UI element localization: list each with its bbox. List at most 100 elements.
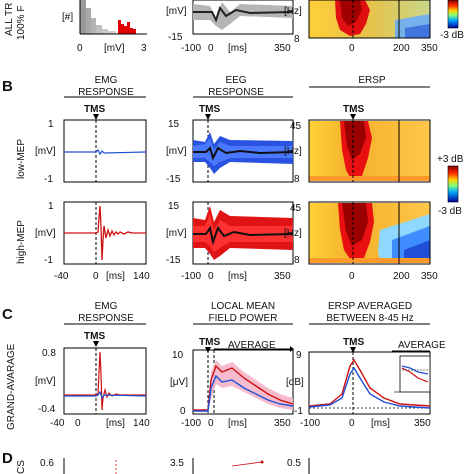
histogram: [#] 0 [mV] 3: [62, 0, 147, 54]
c-tms-ersp: TMS: [343, 337, 364, 348]
b-high-eeg-tick-bottom: -15: [166, 255, 181, 266]
top-eeg-ymin: -15: [168, 32, 183, 43]
c-ersp-xtick-3: 350: [414, 418, 431, 429]
b-low-emg-tick-bottom: -1: [44, 174, 53, 185]
c-emg-xtick-3: 140: [133, 418, 150, 429]
c-ylabel: GRAND-AVARAGE: [6, 343, 17, 430]
b-header-eeg-2: RESPONSE: [208, 87, 264, 98]
top-ersp-ymin: 8: [294, 34, 300, 45]
b-low-emg-tick-top: 1: [48, 119, 54, 130]
b-header-emg-1: EMG: [95, 75, 118, 86]
c-lmfp-xtick-0: -100: [181, 418, 201, 429]
c-average-ersp: AVERAGE: [398, 340, 446, 351]
b-ersp-xtick-0: 0: [349, 271, 355, 282]
c-ersp-unit: [dB]: [286, 377, 304, 388]
c-header-emg-1: EMG: [95, 301, 118, 312]
c-emg-unit: [mV]: [35, 376, 56, 387]
b-colorbar: [447, 165, 459, 203]
b-high-emg-tick-bottom: -1: [44, 255, 53, 266]
c-header-ersp-2: BETWEEN 8-45 Hz: [326, 313, 413, 324]
top-cbar-label: -3 dB: [440, 30, 464, 41]
b-cbar-top-label: +3 dB: [437, 154, 464, 165]
c-lmfp-tick-top: 10: [172, 350, 184, 361]
b-eeg-xtick-2: [ms]: [228, 271, 247, 282]
top-eeg-xtick-1: 0: [208, 43, 214, 54]
d-ylabel: CS: [16, 460, 27, 474]
d-tick-3: 0.5: [287, 458, 301, 469]
b-emg-xtick-3: 140: [133, 271, 150, 282]
c-emg-xtick-2: [ms]: [106, 418, 125, 429]
c-header-ersp-1: ERSP AVERAGED: [328, 301, 412, 312]
hist-tick-0: 0: [77, 43, 83, 54]
c-lmfp-tick-bottom: 0: [180, 406, 186, 417]
b-row-low-mep: low-MEP 1 [mV] -1 15 [mV] -15: [16, 119, 431, 185]
c-ersp-xtick-1: 0: [349, 418, 355, 429]
c-lmfp-xtick-2: [ms]: [228, 418, 247, 429]
top-eeg-xtick-0: -100: [181, 43, 201, 54]
top-ersp-unit: [Hz]: [284, 6, 302, 17]
b-header-emg-2: RESPONSE: [78, 87, 134, 98]
c-ersp-xtick-0: -100: [300, 418, 320, 429]
b-cbar-bottom-label: -3 dB: [438, 206, 462, 217]
b-row-high-mep: high-MEP 1 [mV] -1 15 [mV] -15: [16, 201, 431, 266]
top-ersp-xtick-1: 200: [393, 43, 410, 54]
c-emg-tick-bottom: -0.4: [38, 404, 56, 415]
top-ersp-xtick-0: 0: [349, 43, 355, 54]
b-low-ersp-unit: [Hz]: [284, 146, 302, 157]
c-ersp-tick-top: 9: [296, 350, 302, 361]
hist-tick-3: 3: [141, 43, 147, 54]
top-eeg-unit: [mV]: [166, 6, 187, 17]
b-row-label-low: low-MEP: [16, 139, 27, 179]
c-header-lmfp-2: FIELD POWER: [209, 313, 278, 324]
b-tms-emg: TMS: [84, 104, 105, 115]
c-header-lmfp-1: LOCAL MEAN: [211, 301, 275, 312]
top-eeg: [mV] -15 -100 0 [ms] 350: [166, 0, 294, 54]
c-tms-emg: TMS: [84, 331, 105, 342]
c-lmfp-xtick-3: 350: [274, 418, 291, 429]
c-average-lmfp: AVERAGE: [228, 340, 276, 351]
b-header-eeg-1: EEG: [225, 75, 246, 86]
b-eeg-xtick-1: 0: [208, 271, 214, 282]
c-lmfp-unit: [μV]: [170, 377, 188, 388]
c-ersp-tick-bottom: -1: [294, 406, 303, 417]
b-high-emg-tick-top: 1: [48, 201, 54, 212]
b-high-eeg-unit: [mV]: [166, 228, 187, 239]
top-ersp-xtick-2: 350: [421, 43, 438, 54]
b-low-ersp-tick-bottom: 8: [294, 174, 300, 185]
b-low-emg-unit: [mV]: [35, 146, 56, 157]
c-emg-tick-top: 0.8: [42, 348, 56, 359]
b-high-emg-unit: [mV]: [35, 228, 56, 239]
top-ylabel: ALL TR: [4, 3, 15, 36]
hist-unit: [#]: [62, 12, 73, 23]
top-eeg-xtick-3: 350: [274, 43, 291, 54]
top-ylabel2: 100% F: [16, 6, 27, 40]
b-low-eeg-unit: [mV]: [166, 146, 187, 157]
panel-letter-d: D: [2, 450, 13, 467]
b-low-eeg-tick-bottom: -15: [166, 174, 181, 185]
panel-b: B EMG RESPONSE EEG RESPONSE ERSP TMS TMS…: [2, 75, 464, 282]
panel-d: D CS 0.6 3.5 0.5: [2, 450, 310, 474]
hist-x-unit: [mV]: [104, 43, 125, 54]
top-colorbar: [447, 0, 459, 29]
b-row-label-high: high-MEP: [16, 220, 27, 264]
b-high-ersp-tick-top: 45: [290, 203, 302, 214]
b-ersp-xtick-1: 200: [393, 271, 410, 282]
top-ersp: [Hz] 8 0 200 350 -3 dB: [284, 0, 464, 54]
c-lmfp-xtick-1: 0: [208, 418, 214, 429]
b-eeg-xtick-0: -100: [181, 271, 201, 282]
b-low-eeg-tick-top: 15: [168, 119, 180, 130]
top-row: ALL TR 100% F [#] 0 [mV] 3: [4, 0, 464, 54]
c-tms-lmfp: TMS: [199, 337, 220, 348]
panel-letter-c: C: [2, 306, 13, 323]
c-header-emg-2: RESPONSE: [78, 313, 134, 324]
c-emg-xtick-1: 0: [75, 418, 81, 429]
c-emg-xtick-0: -40: [50, 418, 65, 429]
d-tick-1: 0.6: [40, 458, 54, 469]
b-high-eeg-tick-top: 15: [168, 201, 180, 212]
b-tms-ersp: TMS: [343, 104, 364, 115]
panel-letter-b: B: [2, 78, 13, 95]
panel-c: C GRAND-AVARAGE EMG RESPONSE LOCAL MEAN …: [2, 301, 446, 430]
b-eeg-xtick-3: 350: [274, 271, 291, 282]
b-ersp-xtick-2: 350: [421, 271, 438, 282]
